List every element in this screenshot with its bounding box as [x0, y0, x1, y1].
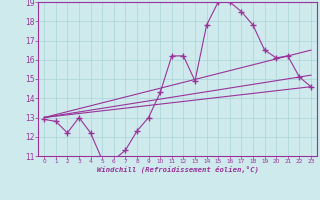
X-axis label: Windchill (Refroidissement éolien,°C): Windchill (Refroidissement éolien,°C) — [97, 166, 259, 173]
